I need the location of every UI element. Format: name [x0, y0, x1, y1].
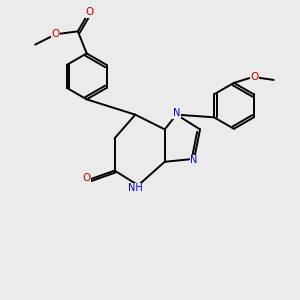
Text: O: O: [82, 173, 91, 183]
Text: NH: NH: [128, 183, 143, 193]
Text: N: N: [190, 155, 198, 165]
Text: O: O: [51, 29, 59, 39]
Text: O: O: [85, 7, 94, 17]
Text: O: O: [250, 72, 259, 82]
Text: N: N: [173, 108, 180, 118]
